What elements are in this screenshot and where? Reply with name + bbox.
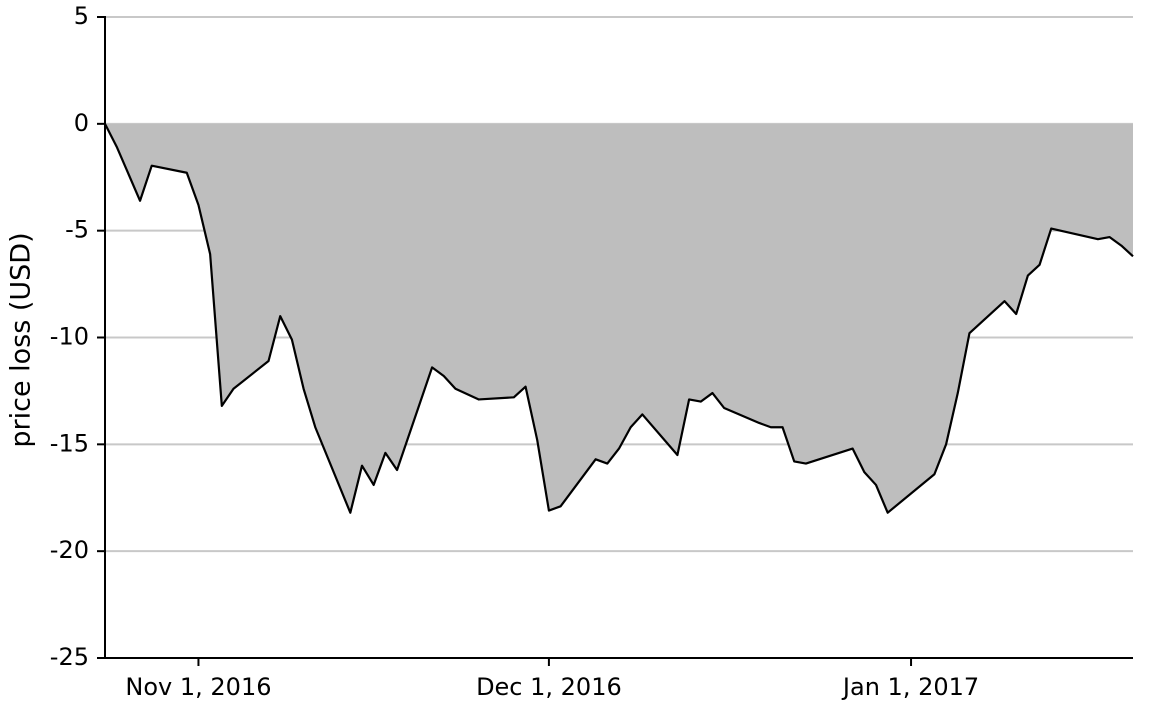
area <box>105 123 1133 513</box>
y-tick-label: -10 <box>50 323 89 351</box>
y-axis-label: price loss (USD) <box>6 232 37 447</box>
y-tick-label: 0 <box>74 109 89 137</box>
y-tick-label: -20 <box>50 536 89 564</box>
y-tick-label: -25 <box>50 643 89 671</box>
y-tick-label: -5 <box>65 216 89 244</box>
x-tick-label: Dec 1, 2016 <box>476 673 622 701</box>
line <box>104 123 1134 514</box>
x-tick-label: Nov 1, 2016 <box>125 673 271 701</box>
x-tick-label: Jan 1, 2017 <box>841 673 979 701</box>
y-tick-label: 5 <box>74 2 89 30</box>
y-tick-label: -15 <box>50 429 89 457</box>
